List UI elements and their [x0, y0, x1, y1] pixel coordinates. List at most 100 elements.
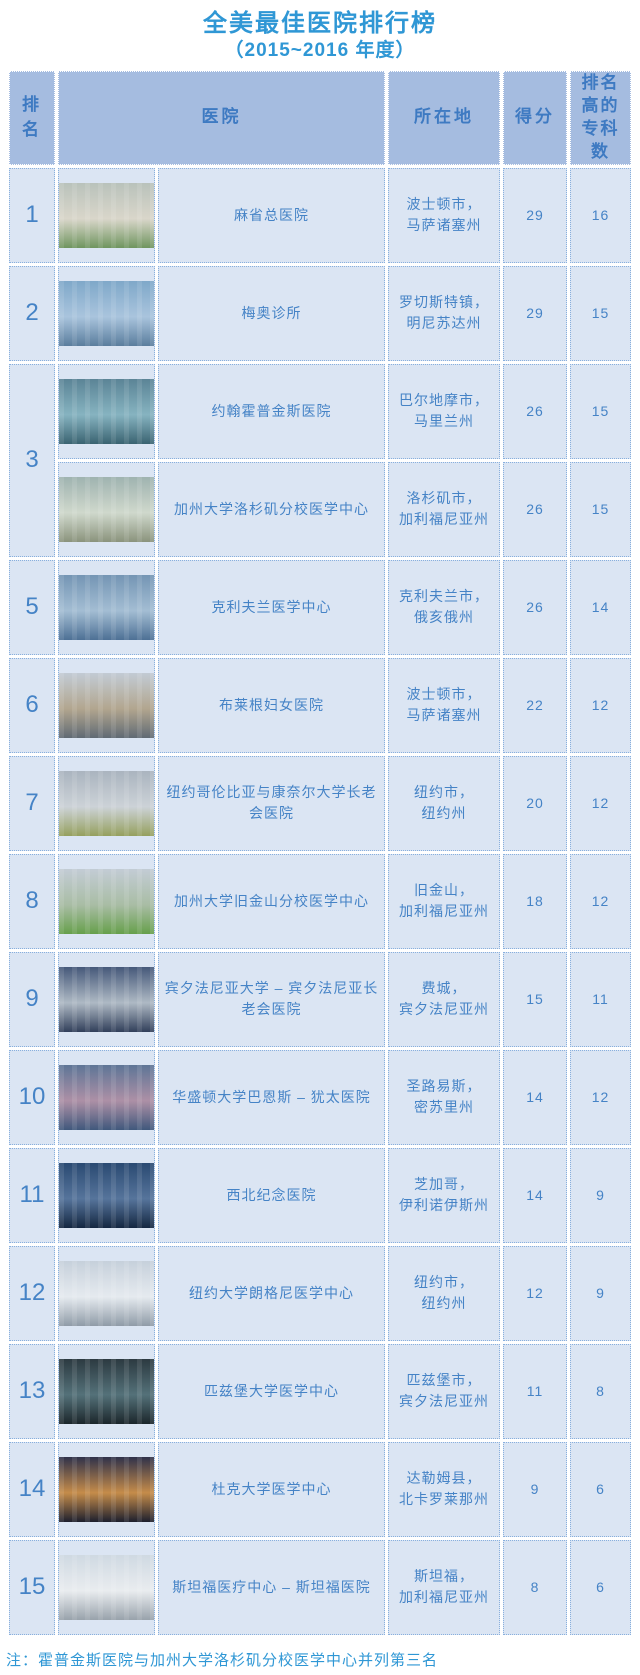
location-line: 马里兰州 [414, 413, 474, 430]
location-cell: 芝加哥， 伊利诺伊斯州 [388, 1147, 500, 1243]
location-line: 马萨诸塞州 [406, 707, 482, 724]
score-cell: 26 [503, 461, 567, 557]
location-cell: 斯坦福， 加利福尼亚州 [388, 1539, 500, 1635]
table-row: 11 西北纪念医院 芝加哥， 伊利诺伊斯州 14 9 [9, 1147, 631, 1243]
location-line: 纽约市， [414, 1274, 474, 1291]
location-line: 明尼苏达州 [406, 315, 482, 332]
table-row: 7 纽约哥伦比亚与康奈尔大学长老会医院 纽约市， 纽约州 20 12 [9, 755, 631, 851]
location-line: 加利福尼亚州 [399, 1589, 489, 1606]
hospital-photo-cell [58, 461, 155, 557]
hospital-name-cell: 约翰霍普金斯医院 [158, 363, 385, 459]
hospital-name-cell: 纽约哥伦比亚与康奈尔大学长老会医院 [158, 755, 385, 851]
barnes-jewish-hospital-photo [59, 1064, 154, 1130]
brigham-and-womens-hospital-photo [59, 672, 154, 738]
hospital-name-cell: 华盛顿大学巴恩斯 – 犹太医院 [158, 1049, 385, 1145]
footnote: 注：霍普金斯医院与加州大学洛杉矶分校医学中心并列第三名 [6, 1651, 439, 1669]
specialty-count-cell: 16 [570, 167, 631, 263]
table-row: 14 杜克大学医学中心 达勒姆县， 北卡罗莱那州 9 6 [9, 1441, 631, 1537]
location-line: 斯坦福， [414, 1568, 474, 1585]
table-row: 1 麻省总医院 波士顿市， 马萨诸塞州 29 16 [9, 167, 631, 263]
table-row: 9 宾夕法尼亚大学 – 宾夕法尼亚长老会医院 费城， 宾夕法尼亚州 15 11 [9, 951, 631, 1047]
table-row: 3 约翰霍普金斯医院 巴尔地摩市， 马里兰州 26 15 [9, 363, 631, 557]
nyu-langone-medical-center-photo [59, 1260, 154, 1326]
column-header-hospital: 医院 [58, 70, 385, 165]
hospital-name-cell: 加州大学洛杉矶分校医学中心 [158, 461, 385, 557]
hospital-photo-cell [58, 265, 155, 361]
location-line: 旧金山， [414, 882, 474, 899]
hospital-photo-cell [58, 951, 155, 1047]
hospital-photo-cell [58, 1343, 155, 1439]
location-line: 洛杉矶市， [406, 490, 482, 507]
location-line: 匹兹堡市， [406, 1372, 482, 1389]
rank-cell: 7 [9, 755, 55, 851]
johns-hopkins-hospital-photo [59, 378, 154, 444]
score-cell: 29 [503, 265, 567, 361]
massachusetts-general-hospital-photo [59, 182, 154, 248]
table-row: 加州大学洛杉矶分校医学中心 洛杉矶市， 加利福尼亚州 26 15 [9, 461, 631, 557]
hospital-photo-cell [58, 167, 155, 263]
location-line: 罗切斯特镇， [399, 294, 489, 311]
rank-cell: 14 [9, 1441, 55, 1537]
hospital-name-cell: 麻省总医院 [158, 167, 385, 263]
hospital-ranking-table: 排名 医院 所在地 得分 排名高的专科数 1 麻省总医院 波士顿市， 马萨诸塞州 29 1… [6, 68, 634, 1638]
score-cell: 14 [503, 1147, 567, 1243]
score-cell: 12 [503, 1245, 567, 1341]
location-line: 巴尔地摩市， [399, 392, 489, 409]
location-line: 波士顿市， [406, 686, 482, 703]
location-cell: 波士顿市， 马萨诸塞州 [388, 167, 500, 263]
location-line: 俄亥俄州 [414, 609, 474, 626]
rank-cell: 11 [9, 1147, 55, 1243]
score-cell: 9 [503, 1441, 567, 1537]
table-row: 2 梅奥诊所 罗切斯特镇， 明尼苏达州 29 15 [9, 265, 631, 361]
column-header-score: 得分 [503, 70, 567, 165]
location-cell: 纽约市， 纽约州 [388, 755, 500, 851]
specialty-count-cell: 15 [570, 461, 631, 557]
score-cell: 22 [503, 657, 567, 753]
score-cell: 11 [503, 1343, 567, 1439]
new-york-presbyterian-hospital-photo [59, 770, 154, 836]
specialty-count-cell: 14 [570, 559, 631, 655]
location-line: 克利夫兰市， [399, 588, 489, 605]
rank-cell: 10 [9, 1049, 55, 1145]
location-line: 费城， [421, 980, 467, 997]
duke-university-medical-center-photo [59, 1456, 154, 1522]
rank-cell: 1 [9, 167, 55, 263]
specialty-count-cell: 11 [570, 951, 631, 1047]
rank-cell: 12 [9, 1245, 55, 1341]
location-line: 加利福尼亚州 [399, 511, 489, 528]
location-cell: 圣路易斯， 密苏里州 [388, 1049, 500, 1145]
specialty-count-cell: 6 [570, 1441, 631, 1537]
hospital-photo-cell [58, 1147, 155, 1243]
hospital-photo-cell [58, 1441, 155, 1537]
hospital-name-cell: 西北纪念医院 [158, 1147, 385, 1243]
hospital-name-cell: 斯坦福医疗中心 – 斯坦福医院 [158, 1539, 385, 1635]
specialty-count-cell: 15 [570, 265, 631, 361]
table-header-row: 排名 医院 所在地 得分 排名高的专科数 [9, 70, 631, 165]
location-line: 伊利诺伊斯州 [399, 1197, 489, 1214]
score-cell: 8 [503, 1539, 567, 1635]
location-line: 马萨诸塞州 [406, 217, 482, 234]
page-title: 全美最佳医院排行榜 [203, 10, 437, 37]
score-cell: 14 [503, 1049, 567, 1145]
column-header-specialty-count: 排名高的专科数 [570, 70, 631, 165]
column-header-rank: 排名 [9, 70, 55, 165]
rank-cell: 13 [9, 1343, 55, 1439]
location-line: 芝加哥， [414, 1176, 474, 1193]
specialty-count-cell: 15 [570, 363, 631, 459]
penn-presbyterian-medical-center-photo [59, 966, 154, 1032]
specialty-count-cell: 12 [570, 1049, 631, 1145]
hospital-photo-cell [58, 559, 155, 655]
location-line: 北卡罗莱那州 [399, 1491, 489, 1508]
mayo-clinic-photo [59, 280, 154, 346]
hospital-photo-cell [58, 657, 155, 753]
hospital-name-cell: 宾夕法尼亚大学 – 宾夕法尼亚长老会医院 [158, 951, 385, 1047]
stanford-hospital-photo [59, 1554, 154, 1620]
location-line: 纽约州 [421, 805, 467, 822]
ucla-medical-center-photo [59, 476, 154, 542]
cleveland-clinic-photo [59, 574, 154, 640]
location-line: 波士顿市， [406, 196, 482, 213]
ucsf-medical-center-photo [59, 868, 154, 934]
hospital-name-cell: 匹兹堡大学医学中心 [158, 1343, 385, 1439]
score-cell: 18 [503, 853, 567, 949]
